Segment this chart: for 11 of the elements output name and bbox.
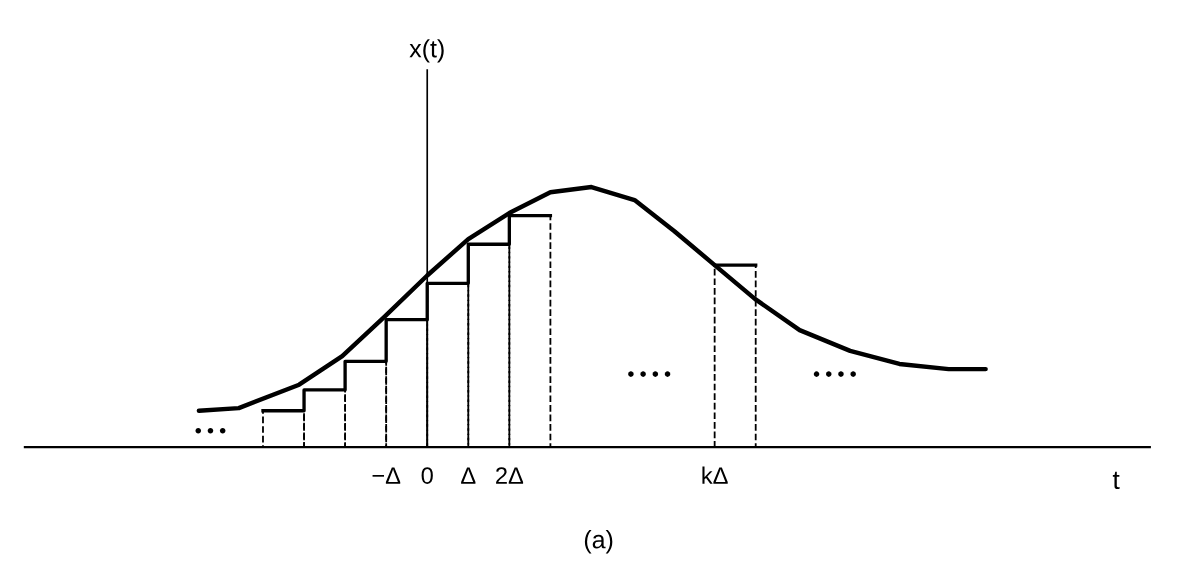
x-tick-label: 2Δ: [496, 467, 524, 484]
x-tick-label: 0: [421, 467, 433, 484]
annotation: • • •: [195, 427, 226, 434]
text: (a): [584, 530, 613, 554]
annotation: • • • •: [628, 371, 671, 377]
x-tick-label: kΔ: [702, 466, 728, 484]
text: x(t): [409, 39, 444, 63]
x-tick-label: −Δ: [372, 467, 401, 484]
annotation: • • • •: [813, 371, 856, 377]
x-axis-title: t: [1112, 471, 1120, 490]
x-tick-label: Δ: [461, 467, 476, 484]
